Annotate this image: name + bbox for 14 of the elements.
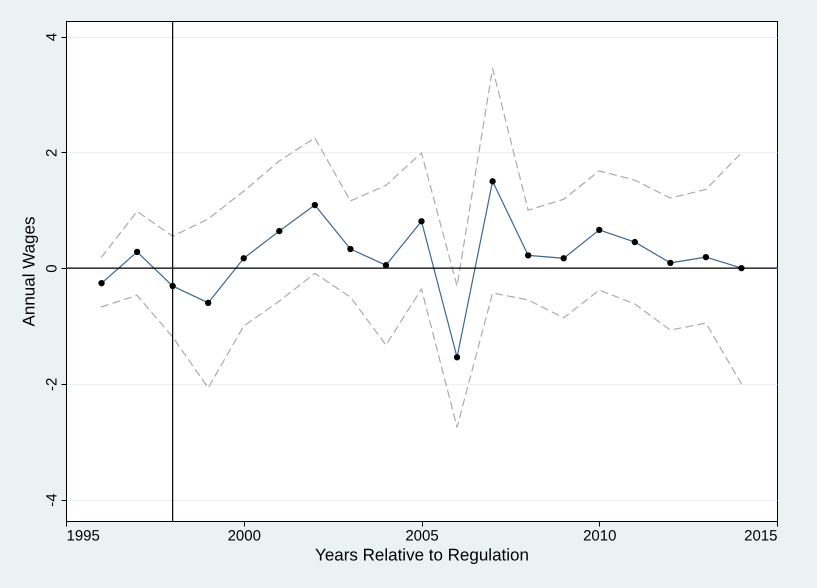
x-axis-title: Years Relative to Regulation <box>315 546 529 564</box>
x-tick-label: 2005 <box>405 528 439 544</box>
y-tick-label: -2 <box>44 378 60 392</box>
y-tick-label: 2 <box>44 148 60 158</box>
line-series <box>100 272 742 428</box>
y-tick-label: 0 <box>44 264 60 273</box>
x-tick-label: 1995 <box>66 528 100 544</box>
x-tick-label: 2000 <box>228 528 261 544</box>
x-tick-label: 2010 <box>583 528 616 544</box>
x-tick-label: 2015 <box>744 528 778 544</box>
y-tick-label: -4 <box>44 493 60 507</box>
y-tick-label: 4 <box>44 32 60 42</box>
y-axis-title: Annual Wages <box>20 216 38 326</box>
line-series <box>100 68 742 287</box>
